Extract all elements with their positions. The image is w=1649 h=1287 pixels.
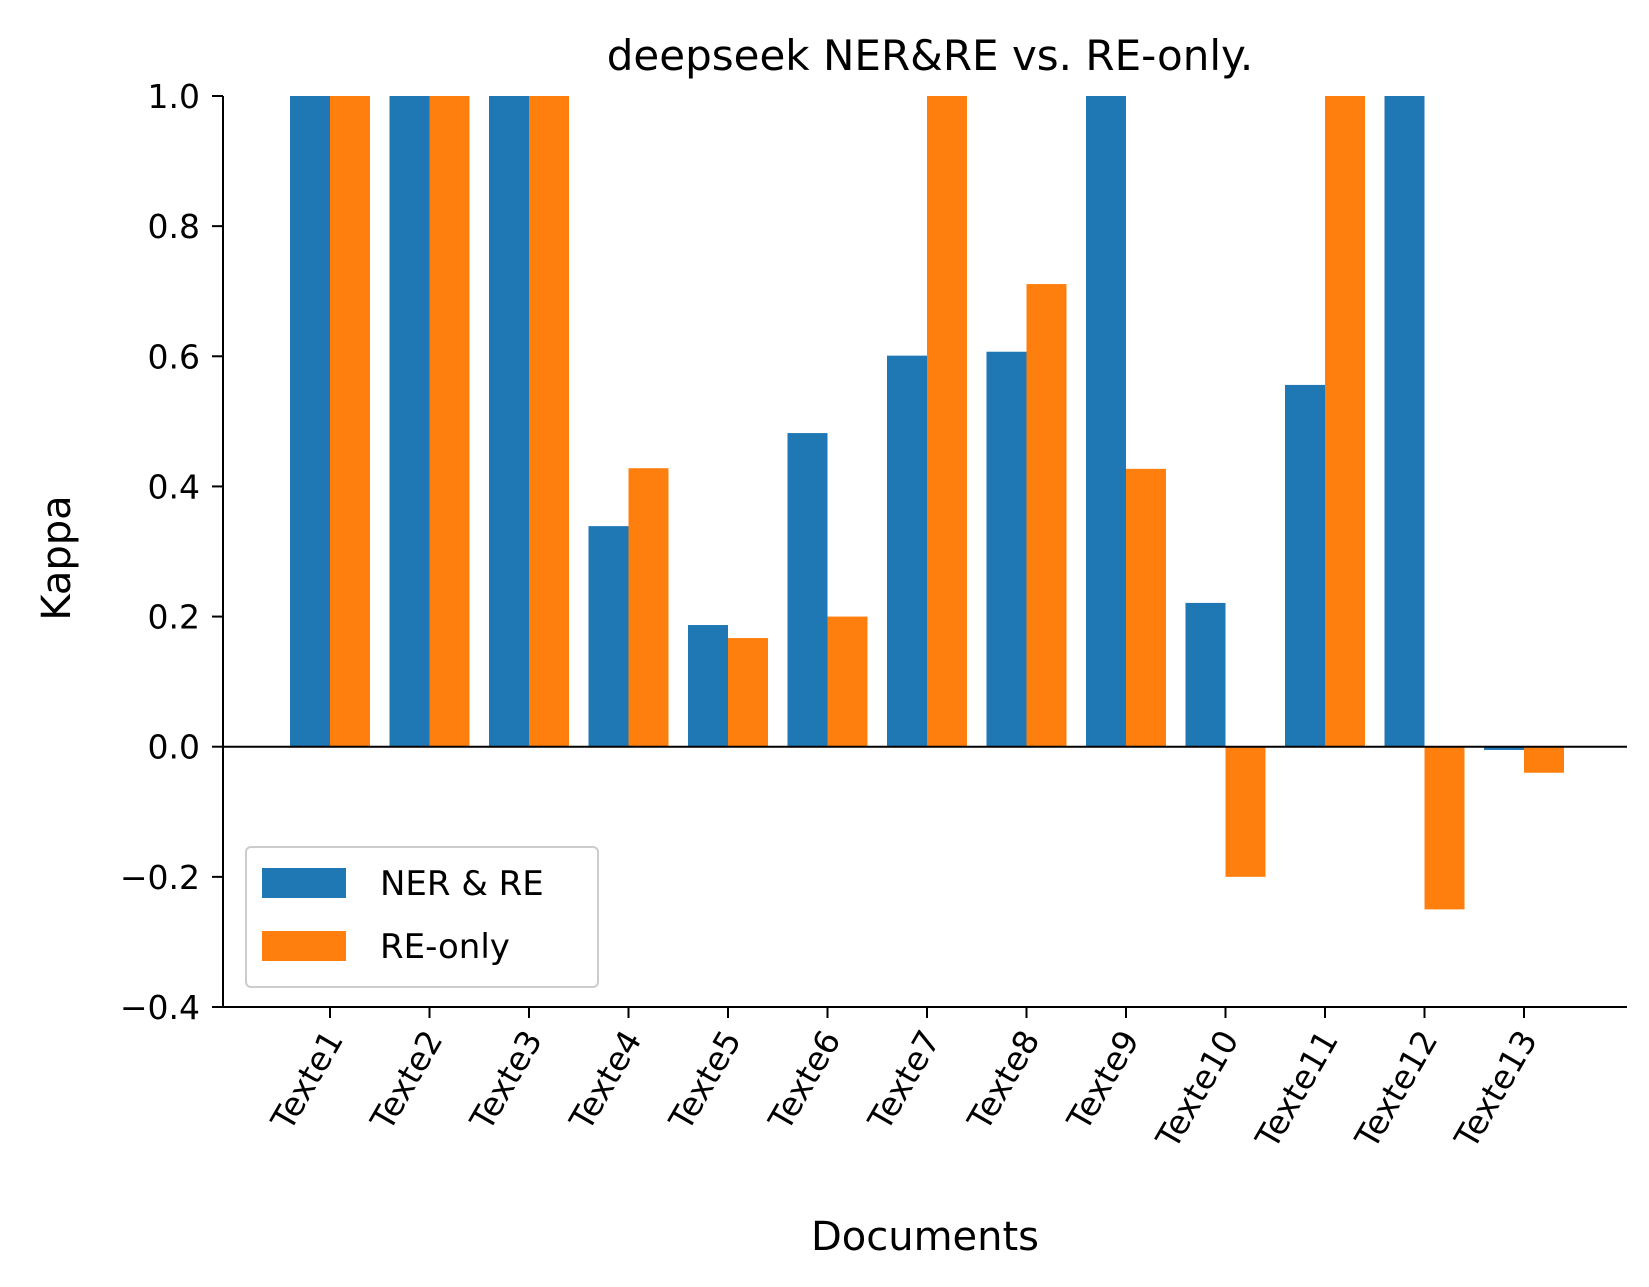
bar-ner-re-texte10 — [1185, 602, 1226, 747]
y-tick-label: 0.2 — [148, 598, 200, 637]
bar-ner-re-texte6 — [787, 433, 828, 747]
x-tick-label-texte3: Texte3 — [462, 1024, 550, 1138]
bars-group — [290, 96, 1564, 910]
x-tick-label-texte9: Texte9 — [1059, 1024, 1147, 1138]
y-tick-label: 0.6 — [148, 337, 200, 376]
bar-ner-re-texte1 — [290, 96, 330, 747]
legend: NER & RE RE-only — [245, 846, 599, 988]
chart-title: deepseek NER&RE vs. RE-only. — [607, 31, 1254, 80]
y-tick-label: −0.4 — [120, 988, 200, 1027]
bar-re-only-texte9 — [1126, 468, 1166, 747]
bar-re-only-texte4 — [628, 468, 669, 747]
bar-re-only-texte2 — [429, 96, 470, 747]
bar-re-only-texte12 — [1424, 746, 1465, 910]
bar-ner-re-texte11 — [1285, 384, 1325, 747]
x-tick-label-texte6: Texte6 — [760, 1024, 848, 1138]
x-tick-label-texte4: Texte4 — [561, 1024, 649, 1138]
legend-label-re-only: RE-only — [380, 927, 510, 967]
bar-re-only-texte6 — [827, 616, 868, 747]
y-tick-label: 0.8 — [148, 207, 200, 246]
bar-ner-re-texte9 — [1086, 96, 1126, 747]
bar-re-only-texte5 — [728, 638, 768, 747]
x-tick-label-texte13: Texte13 — [1446, 1024, 1545, 1156]
x-tick-label-texte7: Texte7 — [860, 1024, 948, 1138]
x-tick-label-texte12: Texte12 — [1347, 1024, 1446, 1156]
bar-ner-re-texte2 — [389, 96, 430, 747]
x-tick-label-texte2: Texte2 — [362, 1024, 450, 1138]
y-tick-label: −0.2 — [120, 858, 200, 897]
bar-ner-re-texte4 — [588, 526, 629, 747]
bar-ner-re-texte12 — [1384, 96, 1425, 747]
bar-re-only-texte11 — [1325, 96, 1365, 747]
y-ticks-group: −0.4 −0.2 0.0 0.2 0.4 0.6 0.8 1.0 — [120, 77, 223, 1027]
bar-re-only-texte7 — [927, 96, 967, 747]
bar-re-only-texte1 — [330, 96, 370, 747]
x-tick-label-texte8: Texte8 — [959, 1024, 1047, 1138]
legend-label-ner-re: NER & RE — [380, 864, 544, 904]
y-axis-label: Kappa — [34, 495, 80, 620]
bar-ner-re-texte13 — [1484, 746, 1524, 750]
bar-re-only-texte13 — [1524, 746, 1564, 773]
x-ticks-group: Texte1 Texte2 Texte3 Texte4 Texte5 Texte6 Text… — [263, 1007, 1545, 1156]
bar-ner-re-texte7 — [887, 355, 927, 747]
legend-swatch-re-only — [262, 931, 346, 961]
y-tick-label: 1.0 — [148, 77, 200, 116]
legend-swatch-ner-re — [262, 868, 346, 898]
bar-re-only-texte10 — [1225, 746, 1266, 877]
y-tick-label: 0.4 — [148, 467, 200, 506]
x-tick-label-texte10: Texte10 — [1148, 1024, 1247, 1156]
x-tick-label-texte5: Texte5 — [661, 1024, 749, 1138]
x-tick-label-texte11: Texte11 — [1247, 1024, 1346, 1156]
bar-ner-re-texte5 — [688, 625, 728, 747]
bar-re-only-texte3 — [529, 96, 569, 747]
x-axis-label: Documents — [811, 1214, 1039, 1260]
x-tick-label-texte1: Texte1 — [263, 1024, 351, 1138]
bar-ner-re-texte8 — [986, 351, 1027, 747]
y-tick-label: 0.0 — [148, 728, 200, 767]
bar-ner-re-texte3 — [489, 96, 529, 747]
bar-re-only-texte8 — [1026, 284, 1067, 747]
